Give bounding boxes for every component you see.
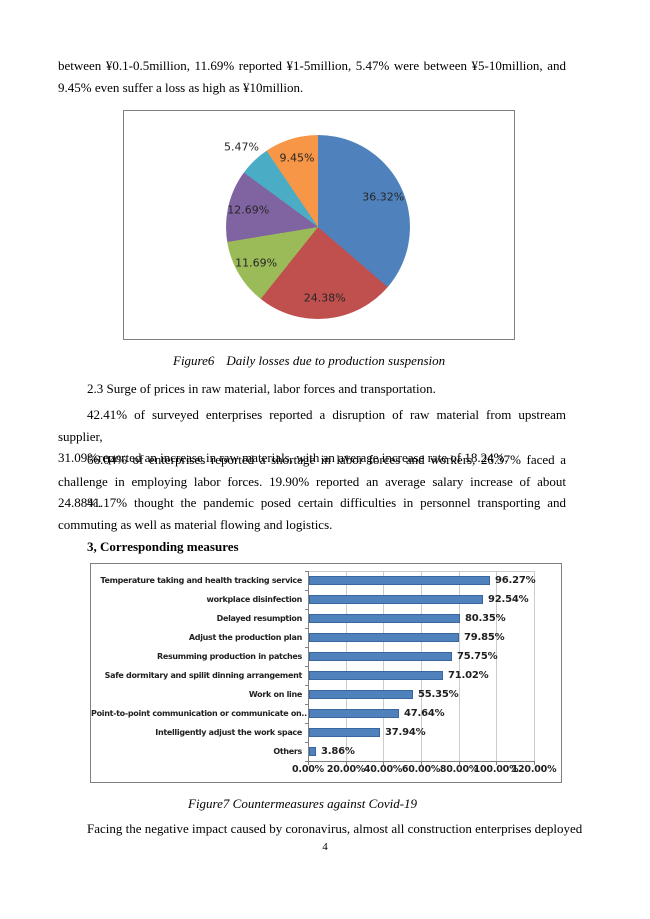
text-line: 9.45% even suffer a loss as high as ¥10m… [58, 79, 304, 95]
gridline [534, 571, 535, 761]
bar [309, 747, 316, 756]
text-line: challenge in employing labor forces. 19.… [58, 473, 566, 511]
x-axis-tick-label: 20.00% [326, 764, 366, 775]
bar [309, 576, 490, 585]
category-axis-tick [305, 704, 308, 705]
text-line: between ¥0.1-0.5million, 11.69% reported… [58, 58, 566, 73]
category-axis-tick [305, 723, 308, 724]
category-axis-tick [305, 685, 308, 686]
bar-value-label: 55.35% [418, 689, 459, 700]
axis-tick [421, 761, 422, 765]
figure6-caption-number: Figure6 [173, 353, 215, 368]
bar-value-label: 79.85% [464, 632, 505, 643]
bar-value-label: 75.75% [457, 651, 498, 662]
bar-category-label: Adjust the production plan [188, 633, 302, 642]
bar [309, 728, 380, 737]
text-line: 41.17% thought the pandemic posed certai… [87, 495, 566, 510]
pie-slice-label: 24.38% [303, 291, 346, 305]
category-axis-tick [305, 628, 308, 629]
pie-slice-label: 9.45% [279, 151, 315, 165]
bar-category-label: Others [273, 747, 302, 756]
category-axis-tick [305, 761, 308, 762]
x-axis-tick-label: 40.00% [363, 764, 403, 775]
x-axis-tick-label: 120.00% [511, 764, 557, 775]
bar-value-label: 47.64% [404, 708, 445, 719]
bar [309, 633, 459, 642]
gridline [346, 571, 347, 761]
figure7-caption: Figure7 Countermeasures against Covid-19 [188, 796, 417, 812]
figure6-caption: Figure6 Daily losses due to production su… [173, 353, 445, 369]
x-axis-tick-label: 60.00% [401, 764, 441, 775]
bar-category-label: Delayed resumption [216, 614, 303, 623]
text-line: 31.09%reported an increase in raw materi… [58, 450, 508, 465]
axis-tick [496, 761, 497, 765]
bar-value-label: 71.02% [448, 670, 489, 681]
text-line: 42.41% of surveyed enterprises reported … [58, 407, 566, 444]
gridline [459, 571, 460, 761]
pie-slice-label: 36.32% [362, 190, 405, 204]
category-axis-tick [305, 590, 308, 591]
bar [309, 595, 483, 604]
bar-value-label: 80.35% [465, 613, 506, 624]
paragraph-section-2-3: 2.3 Surge of prices in raw material, lab… [58, 378, 566, 400]
bar-value-label: 96.27% [495, 575, 536, 586]
heading-corresponding-measures: 3, Corresponding measures [58, 536, 566, 558]
text-line: 66.04% of enterprises reported a shortag… [87, 452, 566, 467]
bar-category-label: Resumming production in patches [156, 652, 302, 661]
paragraph-raw-material: 42.41% of surveyed enterprises reported … [58, 404, 566, 469]
bar-value-label: 3.86% [321, 746, 355, 757]
axis-tick [308, 761, 309, 765]
text-line: Facing the negative impact caused by cor… [87, 821, 583, 836]
paragraph-transporting: 41.17% thought the pandemic posed certai… [58, 492, 566, 535]
bar-category-label: Temperature taking and health tracking s… [100, 576, 302, 585]
bar [309, 709, 399, 718]
pie-graphic [226, 135, 410, 319]
x-axis-tick-label: 0.00% [292, 764, 324, 775]
page-number: 4 [322, 841, 328, 853]
pie-slice-label: 11.69% [235, 256, 278, 270]
category-axis-line [308, 761, 534, 762]
gridline [496, 571, 497, 761]
category-axis-tick [305, 647, 308, 648]
axis-tick [459, 761, 460, 765]
gridline [383, 571, 384, 761]
category-axis-tick [305, 666, 308, 667]
pie-chart-figure6: 36.32% 24.38% 11.69% 12.69% 5.47% 9.45% [123, 110, 515, 340]
x-axis-tick-label: 100.00% [473, 764, 519, 775]
text-line: 3, Corresponding measures [87, 539, 239, 554]
text-line: commuting as well as material flowing an… [58, 516, 333, 532]
axis-tick [346, 761, 347, 765]
pie-slice-label: 5.47% [224, 140, 259, 154]
figure7-caption-text: Figure7 Countermeasures against Covid-19 [188, 796, 418, 811]
text-line: 2.3 Surge of prices in raw material, lab… [87, 381, 436, 396]
bar-chart-figure7: 0.00% 20.00% 40.00% 60.00% 80.00% 100.00% 120.… [90, 563, 562, 783]
category-axis-tick [305, 571, 308, 572]
category-axis-tick [305, 742, 308, 743]
paragraph-labor-shortage: 66.04% of enterprises reported a shortag… [58, 449, 566, 514]
bar-category-label: Work on line [248, 690, 302, 699]
category-axis-tick [305, 609, 308, 610]
figure6-caption-text: Daily losses due to production suspensio… [226, 353, 446, 368]
bar-category-label: workplace disinfection [206, 595, 303, 604]
bar [309, 614, 460, 623]
axis-tick [383, 761, 384, 765]
bar-category-label: Point-to-point communication or communic… [91, 709, 307, 718]
paragraph-losses-continued: between ¥0.1-0.5million, 11.69% reported… [58, 55, 566, 98]
bar [309, 671, 443, 680]
bar-value-label: 37.94% [385, 727, 426, 738]
gridline [421, 571, 422, 761]
pie-slice-label: 12.69% [227, 203, 270, 217]
bar [309, 690, 413, 699]
bar-value-label: 92.54% [488, 594, 529, 605]
bar-category-label: Intelligently adjust the work space [155, 728, 302, 737]
axis-tick [534, 761, 535, 765]
paragraph-facing-impact: Facing the negative impact caused by cor… [58, 818, 583, 840]
x-axis-tick-label: 80.00% [439, 764, 479, 775]
value-axis-line [308, 571, 309, 761]
bar-category-label: Safe dormitary and spilit dinning arrang… [104, 671, 303, 680]
bar [309, 652, 452, 661]
